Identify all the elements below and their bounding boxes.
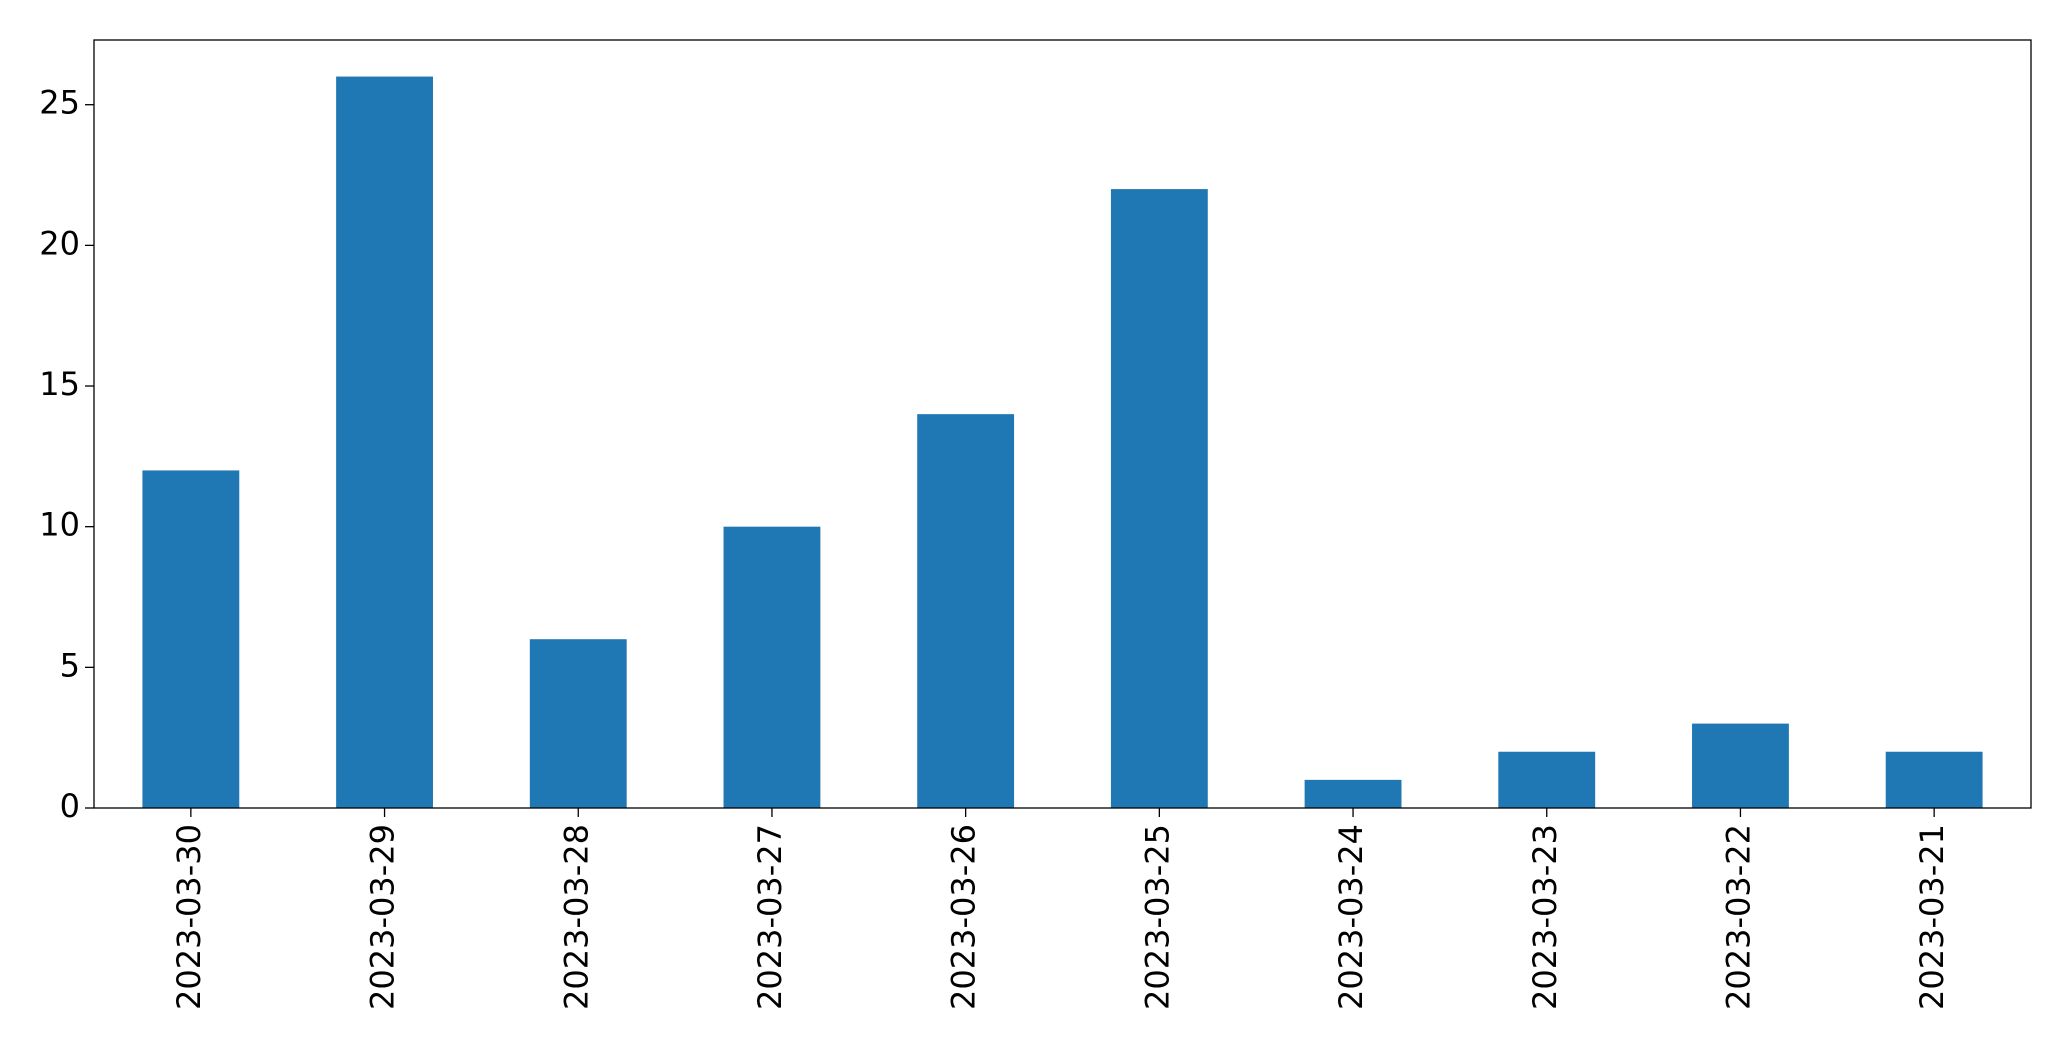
- y-tick-label: 20: [39, 224, 80, 262]
- x-tick-label: 2023-03-23: [1526, 824, 1564, 1010]
- bar: [142, 470, 240, 808]
- x-tick-label: 2023-03-26: [945, 824, 983, 1010]
- bar: [336, 76, 433, 809]
- x-tick-label: 2023-03-27: [751, 824, 789, 1010]
- bar: [1885, 751, 1983, 808]
- x-tick-label: 2023-03-24: [1332, 824, 1370, 1010]
- bar: [529, 639, 627, 808]
- x-tick-label: 2023-03-21: [1913, 824, 1951, 1010]
- bar: [1692, 723, 1789, 808]
- x-tick-label: 2023-03-25: [1138, 824, 1176, 1010]
- plot-frame: [93, 39, 2032, 809]
- x-tick-label: 2023-03-30: [170, 824, 208, 1010]
- x-tick-label: 2023-03-29: [364, 824, 402, 1010]
- bar: [1498, 751, 1596, 808]
- y-tick-label: 10: [39, 506, 80, 544]
- bar: [1304, 779, 1402, 808]
- y-tick-label: 5: [60, 646, 80, 684]
- y-tick-label: 25: [39, 84, 80, 122]
- x-tick-label: 2023-03-28: [557, 824, 595, 1010]
- bar: [917, 414, 1015, 808]
- y-tick-label: 0: [60, 787, 80, 825]
- x-tick-label: 2023-03-22: [1719, 824, 1757, 1010]
- y-tick-label: 15: [39, 365, 80, 403]
- bar: [723, 526, 821, 808]
- bar: [1110, 189, 1208, 809]
